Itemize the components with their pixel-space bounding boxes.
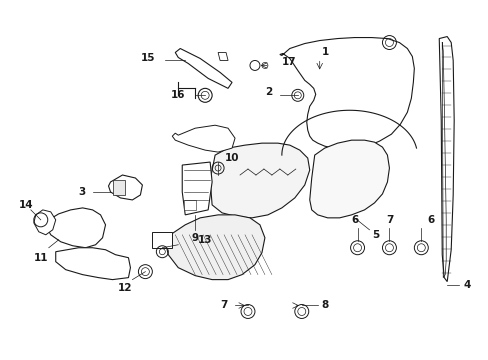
Text: 9: 9 <box>191 233 198 243</box>
Text: 13: 13 <box>198 235 212 245</box>
Text: 14: 14 <box>19 200 33 210</box>
Text: 8: 8 <box>321 300 328 310</box>
Text: 5: 5 <box>372 230 379 240</box>
Polygon shape <box>34 210 56 235</box>
Polygon shape <box>309 140 388 218</box>
Polygon shape <box>438 37 453 282</box>
Polygon shape <box>46 208 105 248</box>
Text: 17: 17 <box>281 58 296 67</box>
Polygon shape <box>152 232 172 248</box>
Polygon shape <box>108 175 142 200</box>
Text: 6: 6 <box>351 215 358 225</box>
Text: 15: 15 <box>141 54 155 63</box>
Text: 12: 12 <box>118 283 132 293</box>
Polygon shape <box>182 162 212 215</box>
Text: 7: 7 <box>385 215 392 225</box>
Text: 11: 11 <box>34 253 48 263</box>
Text: 16: 16 <box>170 90 185 100</box>
Text: 7: 7 <box>220 300 227 310</box>
Text: 1: 1 <box>321 48 328 58</box>
Polygon shape <box>218 53 227 60</box>
Polygon shape <box>210 143 309 218</box>
Polygon shape <box>279 37 413 149</box>
Text: 2: 2 <box>264 87 271 97</box>
Text: 10: 10 <box>224 153 239 163</box>
Polygon shape <box>175 49 232 88</box>
Text: 6: 6 <box>427 215 434 225</box>
Polygon shape <box>165 215 264 280</box>
Text: 4: 4 <box>462 280 469 289</box>
Text: 3: 3 <box>78 187 85 197</box>
Polygon shape <box>172 125 235 152</box>
Polygon shape <box>112 180 125 195</box>
Polygon shape <box>184 200 196 210</box>
Polygon shape <box>56 248 130 280</box>
